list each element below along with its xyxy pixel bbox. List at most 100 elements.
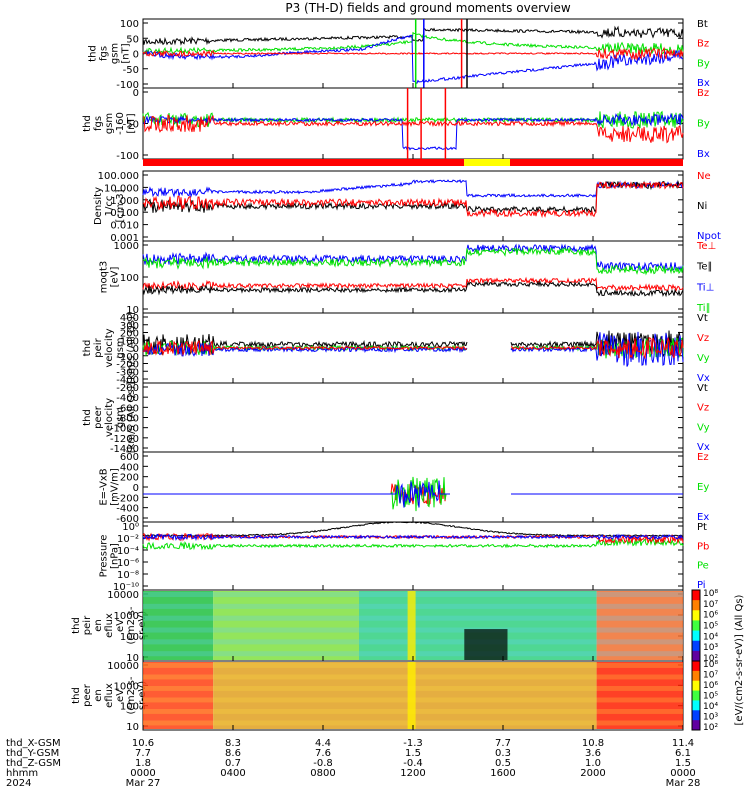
y-label: peir: [82, 615, 93, 635]
row-value: 10.8: [582, 738, 604, 749]
y-label: velocity: [104, 328, 115, 367]
row-value: 4.4: [315, 738, 331, 749]
row-label: thd_Y-GSM: [6, 748, 59, 759]
row-value: 8.6: [225, 748, 241, 759]
panel-5: thd peir velocity gsm [km/s (All Qs)]4003002…: [82, 312, 710, 386]
legend-entry: Vx: [697, 373, 710, 384]
y-tick-label: 100: [120, 273, 139, 284]
legend-entry: Te∥: [696, 262, 713, 273]
colorbar-segment: [692, 661, 700, 672]
y-tick-label: 1000: [114, 241, 139, 252]
y-tick-label: 10.000: [104, 183, 139, 194]
y-tick-label: 100: [120, 632, 139, 643]
series-By: [142, 31, 684, 56]
colorbar-segment: [692, 670, 700, 682]
panel-10: thd peer en eflux eV (cm2-s-sr-eV) 10000 1000 10…: [71, 660, 684, 733]
y-label: velocity: [104, 398, 115, 437]
colorbar-segment: [692, 620, 700, 632]
legend-entry: Vx: [697, 442, 710, 453]
y-tick-label: 10⁻⁶: [117, 558, 139, 569]
x-date: Mar 27: [126, 778, 161, 789]
y-label: thd: [88, 45, 99, 62]
y-tick-label: 10⁻¹⁰: [113, 582, 139, 593]
y-tick-label: 10: [126, 305, 139, 316]
y-label: thd: [82, 340, 93, 357]
legend-entry: Vt: [697, 383, 708, 394]
row-label: thd_Z-GSM: [6, 758, 61, 769]
series-Teperp: [142, 276, 684, 293]
colorbar-segment: [692, 700, 700, 711]
x-tick-label: 0000: [130, 768, 155, 779]
row-value: 10.6: [132, 738, 154, 749]
series-Bz: [142, 114, 684, 144]
series-Ex: [143, 480, 683, 508]
row-value: -0.4: [403, 758, 423, 769]
y-label: sr-eV): [137, 611, 148, 640]
panel-frame: [142, 521, 684, 591]
spectro-band: [143, 591, 214, 660]
x-date: Mar 28: [666, 778, 701, 789]
x-tick-label: 0800: [310, 768, 335, 779]
spectro-band: [213, 662, 597, 729]
y-tick-label: 0: [133, 483, 139, 494]
series-Bx: [142, 34, 684, 84]
legend-entry: Ni: [697, 201, 707, 212]
y-tick-label: 1000: [114, 681, 139, 692]
y-label: peir: [93, 337, 104, 357]
row-value: 6.1: [675, 748, 691, 759]
y-label: (cm2-s-: [126, 606, 137, 644]
spectro-dropout: [464, 629, 508, 660]
panel-2: thd fgs gsm -160 [nT] 0 -50 -100 Bz By Bx: [82, 87, 710, 162]
series-Tepar: [142, 280, 684, 298]
spectro-band: [596, 662, 683, 729]
row-value: 3.6: [585, 748, 601, 759]
y-label: thd: [82, 115, 93, 132]
status-bar: [143, 159, 683, 166]
colorbar-segment: [692, 650, 700, 662]
panel-1: thd fgs gsm [nT] 100 50 0 -50 -100 Bt Bz By Bx: [88, 18, 710, 91]
row-value: -1.3: [403, 738, 423, 749]
spectro-feature: [407, 662, 416, 729]
status-bar-yellow: [464, 159, 510, 166]
y-tick-label: 0.100: [110, 208, 139, 219]
y-tick-label: 50: [126, 34, 139, 45]
legend-entry: Ne: [697, 171, 711, 182]
y-label: sr-eV): [137, 681, 148, 710]
y-tick-label: 300: [120, 321, 139, 332]
series-Bz: [142, 46, 684, 61]
y-label: -160: [115, 112, 126, 135]
row-label: 2024: [6, 778, 31, 789]
y-tick-label: -1200: [110, 434, 139, 445]
colorbar-tick: 10⁸: [703, 589, 718, 599]
legend-entry: Vy: [697, 422, 710, 433]
y-label: peer: [82, 683, 93, 707]
panel-frame: [142, 451, 684, 523]
y-label: eflux: [104, 683, 115, 708]
y-tick-label: 200: [120, 329, 139, 340]
colorbar-segment: [692, 680, 700, 692]
y-tick-label: 10⁻²: [117, 534, 139, 545]
y-tick-label: 10⁰: [122, 522, 139, 533]
row-value: 1.5: [405, 748, 421, 759]
series-Bx: [142, 112, 684, 151]
y-label: fgs: [93, 116, 104, 131]
y-tick-label: -1400: [110, 444, 139, 455]
colorbar-tick: 10³: [703, 713, 718, 723]
legend-entry: Vz: [697, 333, 709, 344]
y-tick-label: 1000: [114, 611, 139, 622]
y-tick-label: -200: [116, 360, 139, 371]
colorbar-segment: [692, 710, 700, 721]
panel-frame: [142, 382, 684, 453]
legend-entry: Npot: [697, 231, 721, 242]
y-tick-label: 10⁻⁴: [117, 546, 139, 557]
y-label: [nT]: [126, 113, 137, 133]
spectro-band: [596, 591, 683, 660]
colorbar-tick: 10⁶: [703, 681, 718, 691]
y-tick-label: 10: [126, 653, 139, 664]
legend-entry: By: [697, 119, 710, 130]
colorbar-tick: 10⁶: [703, 611, 718, 621]
y-label: gsm: [110, 43, 121, 64]
row-value: -0.8: [313, 758, 333, 769]
